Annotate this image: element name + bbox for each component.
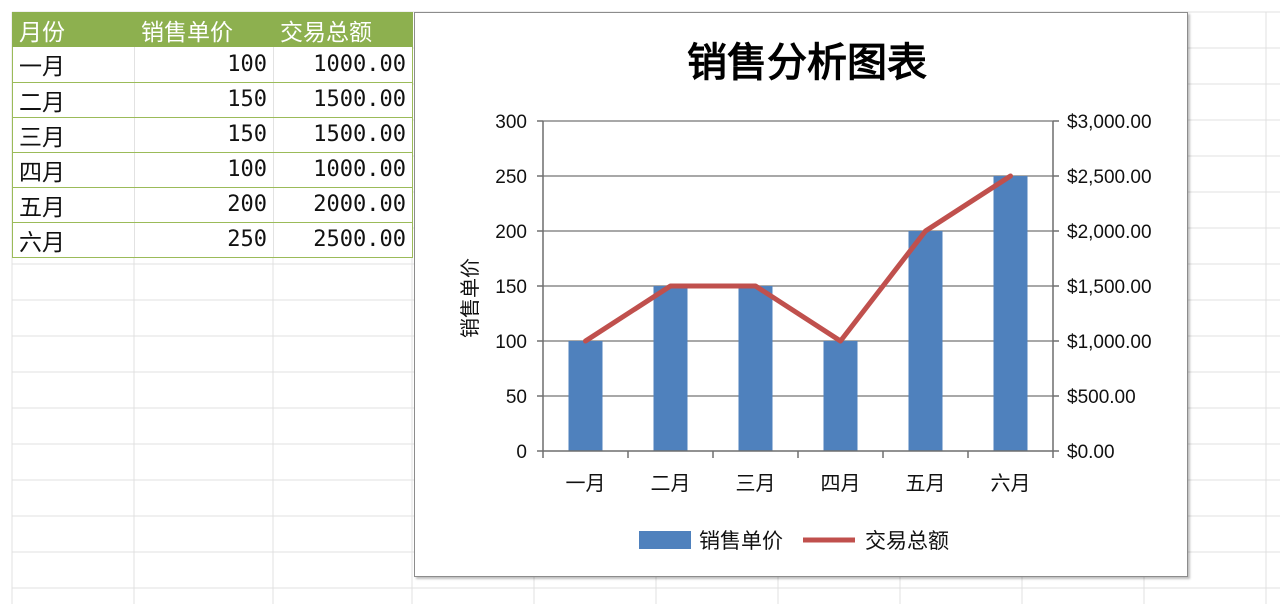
y2-tick-label: $1,000.00 [1067,332,1152,353]
table-row: 六月 250 2500.00 [12,222,413,258]
y2-tick-label: $500.00 [1067,387,1136,408]
cell-month[interactable]: 六月 [12,222,135,258]
bar-2[interactable] [653,286,688,451]
y-axis-label: 销售单价 [458,258,482,338]
header-month[interactable]: 月份 [12,12,135,47]
x-tick-label: 四月 [821,471,861,495]
header-unit-price[interactable]: 销售单价 [134,12,274,47]
table-row: 一月 100 1000.00 [12,47,413,83]
line-series-total[interactable] [583,173,1013,344]
combo-chart: 销售分析图表 销售单价 0 $0.00 50 $500.00 100 $1,000.00 1… [458,40,1152,553]
table-row: 五月 200 2000.00 [12,187,413,223]
chart-panel[interactable]: 销售分析图表 销售单价 0 $0.00 50 $500.00 100 $1,000.00 1… [414,12,1188,577]
bar-5[interactable] [908,231,943,451]
table-row: 三月 150 1500.00 [12,117,413,153]
legend-label-total: 交易总额 [865,529,949,553]
x-tick-label: 二月 [651,471,691,495]
cell-total[interactable]: 1000.00 [273,152,413,188]
y-tick-label: 150 [495,277,527,298]
cell-unit-price[interactable]: 150 [134,82,274,118]
y-tick-label: 50 [506,387,527,408]
cell-month[interactable]: 四月 [12,152,135,188]
cell-unit-price[interactable]: 100 [134,47,274,83]
y2-tick-label: $2,500.00 [1067,167,1152,188]
y2-tick-label: $3,000.00 [1067,112,1152,133]
legend: 销售单价 交易总额 [639,529,949,553]
table-row: 二月 150 1500.00 [12,82,413,118]
header-total[interactable]: 交易总额 [273,12,413,47]
y-tick-label: 300 [495,112,527,133]
y2-tick-label: $1,500.00 [1067,277,1152,298]
cell-month[interactable]: 五月 [12,187,135,223]
cell-total[interactable]: 2000.00 [273,187,413,223]
y2-tick-label: $2,000.00 [1067,222,1152,243]
data-table: 月份 销售单价 交易总额 一月 100 1000.00 二月 150 1500.00 三月 1… [12,12,413,258]
cell-unit-price[interactable]: 150 [134,117,274,153]
bar-6[interactable] [993,176,1028,451]
x-tick-label: 一月 [566,471,606,495]
cell-total[interactable]: 2500.00 [273,222,413,258]
table-row: 四月 100 1000.00 [12,152,413,188]
cell-month[interactable]: 二月 [12,82,135,118]
cell-month[interactable]: 一月 [12,47,135,83]
y-tick-label: 200 [495,222,527,243]
y-tick-label: 250 [495,167,527,188]
bar-3[interactable] [738,286,773,451]
legend-swatch-bar [639,531,691,549]
chart-title: 销售分析图表 [687,40,927,86]
y-tick-label: 100 [495,332,527,353]
bar-1[interactable] [568,341,603,451]
cell-unit-price[interactable]: 250 [134,222,274,258]
cell-month[interactable]: 三月 [12,117,135,153]
y2-tick-label: $0.00 [1067,442,1115,463]
y-tick-label: 0 [516,442,527,463]
table-header-row: 月份 销售单价 交易总额 [12,12,413,47]
cell-unit-price[interactable]: 200 [134,187,274,223]
cell-total[interactable]: 1500.00 [273,117,413,153]
cell-total[interactable]: 1000.00 [273,47,413,83]
cell-total[interactable]: 1500.00 [273,82,413,118]
cell-unit-price[interactable]: 100 [134,152,274,188]
x-tick-label: 三月 [736,471,776,495]
legend-label-unit-price: 销售单价 [699,529,783,553]
bar-4[interactable] [823,341,858,451]
x-tick-label: 五月 [906,471,946,495]
x-tick-label: 六月 [991,471,1031,495]
